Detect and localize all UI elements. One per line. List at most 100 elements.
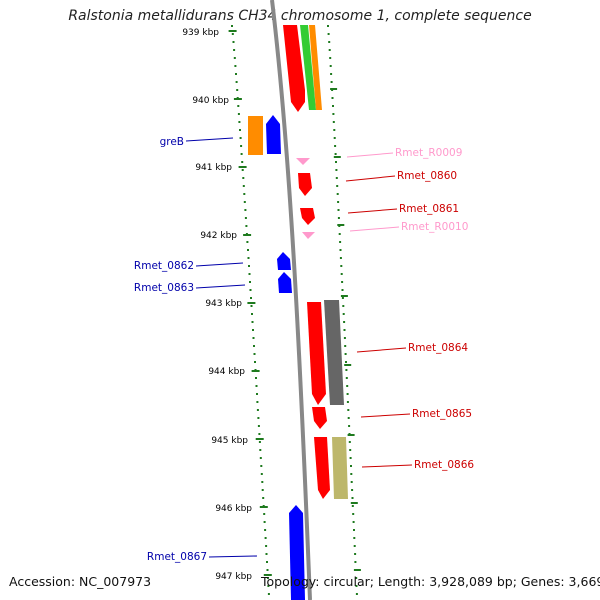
guide-dot [252, 329, 254, 331]
guide-dot [235, 81, 238, 83]
guide-dot [349, 457, 352, 459]
gene-label-greB[interactable]: greB [160, 136, 184, 148]
guide-dot [252, 337, 255, 339]
gene-label-R0010[interactable]: Rmet_R0010 [401, 221, 468, 233]
topology-text: Topology: circular; Length: 3,928,089 bp… [261, 574, 600, 589]
gene-feature-0866[interactable] [314, 437, 330, 499]
tick-label: 939 kbp [182, 28, 219, 38]
gene-feature[interactable] [300, 25, 316, 110]
gene-label-0866[interactable]: Rmet_0866 [414, 459, 474, 471]
guide-dot [352, 521, 355, 523]
gene-feature[interactable] [324, 300, 344, 405]
guide-dot [242, 185, 245, 187]
guide-dot [265, 553, 268, 555]
guide-dot [263, 513, 266, 515]
guide-dot [331, 97, 334, 99]
tick-label: 941 kbp [195, 163, 232, 173]
guide-dot [340, 265, 343, 267]
chromosome-backbone [270, 0, 312, 600]
guide-dot [332, 113, 335, 115]
gene-label-0867[interactable]: Rmet_0867 [147, 551, 207, 563]
gene-label-0860[interactable]: Rmet_0860 [397, 170, 457, 182]
guide-dot [337, 209, 340, 211]
guide-dot [332, 105, 334, 107]
gene-feature-0864[interactable] [307, 302, 326, 405]
guide-dot [348, 441, 351, 443]
guide-dot [346, 385, 349, 387]
guide-dot [340, 273, 343, 275]
tick-label: 940 kbp [192, 96, 229, 106]
guide-dot [334, 145, 337, 147]
guide-dot [333, 129, 336, 131]
gene-feature[interactable] [248, 116, 263, 155]
gene-label-0862[interactable]: Rmet_0862 [134, 260, 194, 272]
guide-dot [336, 193, 339, 195]
gene-label-0861[interactable]: Rmet_0861 [399, 203, 459, 215]
guide-dot [258, 441, 261, 443]
rna-feature-R0010[interactable] [302, 232, 315, 239]
gene-label-0864[interactable]: Rmet_0864 [408, 342, 468, 354]
guide-dot [259, 457, 262, 459]
guide-dot [341, 289, 344, 291]
label-leader [347, 208, 398, 214]
guide-dot [338, 233, 341, 235]
label-leader [346, 152, 394, 158]
label-leader [208, 555, 258, 558]
gene-feature[interactable] [332, 437, 348, 499]
guide-dot [243, 193, 246, 195]
guide-dot [328, 49, 331, 51]
guide-dot [264, 529, 267, 531]
guide-dot [266, 561, 268, 563]
guide-dot [256, 401, 259, 403]
guide-dot [254, 361, 256, 363]
guide-dot [346, 401, 349, 403]
gene-feature-0861[interactable] [300, 208, 315, 225]
guide-dot [260, 465, 263, 467]
rna-feature-R0009[interactable] [296, 158, 310, 165]
guide-dot [247, 249, 249, 251]
gene-label-R0009[interactable]: Rmet_R0009 [395, 147, 462, 159]
gene-feature-0862[interactable] [277, 252, 291, 270]
guide-dot [253, 353, 256, 355]
guide-dot [328, 41, 331, 43]
guide-dot [347, 409, 350, 411]
gene-feature-0860[interactable] [298, 173, 312, 196]
guide-dot [249, 289, 252, 291]
guide-dot [343, 321, 346, 323]
guide-dot [335, 161, 337, 163]
gene-feature-0863[interactable] [278, 272, 292, 293]
guide-dot [355, 585, 358, 587]
guide-dot [246, 241, 249, 243]
guide-dot [336, 185, 339, 187]
guide-dot [346, 393, 349, 395]
guide-dot [337, 201, 340, 203]
label-leader [195, 284, 246, 289]
gene-label-0865[interactable]: Rmet_0865 [412, 408, 472, 420]
guide-dot [348, 425, 351, 427]
guide-dot [243, 201, 246, 203]
guide-dot [249, 281, 251, 283]
guide-dot [330, 73, 333, 75]
gene-feature-greB[interactable] [266, 115, 281, 154]
gene-feature-0865[interactable] [312, 407, 327, 429]
guide-dot [262, 497, 265, 499]
guide-dot [353, 529, 355, 531]
guide-dot [347, 417, 350, 419]
guide-dot [345, 369, 348, 371]
gene-feature[interactable] [283, 25, 305, 112]
guide-dot [233, 49, 236, 51]
gene-label-0863[interactable]: Rmet_0863 [134, 282, 194, 294]
guide-dot [341, 281, 344, 283]
guide-dot [251, 321, 254, 323]
guide-dot [231, 25, 233, 27]
guide-dot [351, 497, 354, 499]
guide-dot [354, 561, 357, 563]
guide-dot [352, 513, 355, 515]
tick-label: 944 kbp [208, 367, 245, 377]
guide-dot [335, 177, 338, 179]
gene-feature-0867[interactable] [289, 505, 305, 600]
gene-feature[interactable] [309, 25, 322, 110]
guide-dot [264, 537, 267, 539]
